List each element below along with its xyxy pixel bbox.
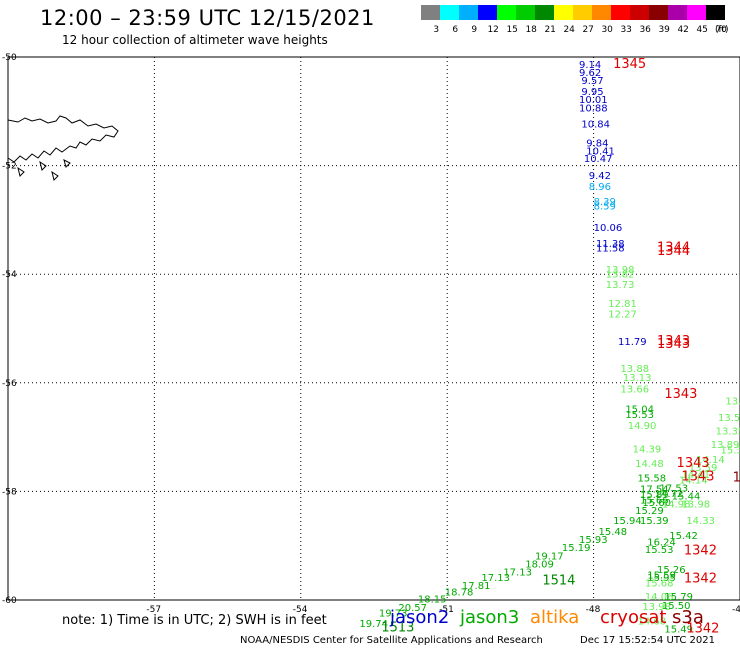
- pass-time-label: 121: [733, 471, 740, 486]
- wave-height-value: 11.79: [618, 337, 647, 348]
- falkland-coastline: [8, 116, 118, 162]
- pass-time-label: 1342: [684, 572, 717, 587]
- satellite-name: jason3: [460, 607, 519, 628]
- credit-text: NOAA/NESDIS Center for Satellite Applica…: [240, 635, 543, 646]
- wave-height-value: 15.39: [640, 516, 669, 527]
- wave-height-value: 15.19: [562, 543, 591, 554]
- timestamp-text: Dec 17 15:52:54 UTC 2021: [580, 635, 715, 646]
- wave-height-value: 14.39: [633, 444, 662, 455]
- wave-height-value: 13.59: [718, 413, 740, 424]
- satellite-name: jason2: [390, 607, 449, 628]
- wave-height-value: 15.53: [625, 410, 654, 421]
- wave-height-value: 14.90: [628, 421, 657, 432]
- pass-time-label: 1344: [657, 244, 690, 259]
- wave-height-value: 10.84: [581, 120, 610, 131]
- wave-height-value: 10.47: [584, 154, 613, 165]
- wave-height-value: 8.59: [594, 202, 616, 213]
- wave-height-value: 15.53: [645, 545, 674, 556]
- wave-height-value: 10.06: [594, 223, 623, 234]
- wave-height-value: 9.42: [589, 171, 611, 182]
- wave-height-value: 13.66: [620, 385, 649, 396]
- wave-height-value: 12.27: [608, 310, 637, 321]
- wave-height-value: 9.57: [581, 76, 603, 87]
- wave-height-value: 10.88: [579, 103, 608, 114]
- coast-islets: [18, 160, 70, 180]
- lat-label: -50: [2, 53, 17, 63]
- pass-time-label: 1343: [664, 387, 697, 402]
- wave-height-value: 18.78: [445, 588, 474, 599]
- note-text: note: 1) Time is in UTC; 2) SWH is in fe…: [62, 613, 327, 628]
- satellite-name: cryosat: [600, 607, 666, 628]
- lat-label: -52: [2, 162, 17, 172]
- wave-height-value: 13.73: [606, 280, 635, 291]
- pass-time-label: 1342: [684, 543, 717, 558]
- wave-height-value: 8.96: [589, 182, 611, 193]
- wave-height-value: 13.98: [681, 500, 710, 511]
- wave-height-value: 14.33: [686, 516, 715, 527]
- wave-height-value: 13.39: [725, 397, 740, 408]
- satellite-name: altika: [530, 607, 579, 628]
- wave-height-value: 11.58: [596, 243, 625, 254]
- pass-time-label: 1343: [681, 470, 714, 485]
- pass-time-label: 1343: [657, 337, 690, 352]
- lat-label: -58: [2, 487, 17, 497]
- pass-time-label: 1514: [542, 573, 575, 588]
- wave-height-value: 15.68: [645, 578, 674, 589]
- wave-height-value: 14.48: [635, 459, 664, 470]
- lon-label: -45: [732, 605, 740, 615]
- pass-time-label: 1345: [613, 57, 646, 72]
- lon-label: -48: [586, 605, 601, 615]
- lat-label: -56: [2, 379, 17, 389]
- lat-label: -54: [2, 270, 17, 280]
- lat-label: -60: [2, 596, 17, 606]
- satellite-name: s3a: [672, 607, 704, 628]
- wave-height-value: 12.81: [608, 299, 637, 310]
- wave-height-value: 13.13: [623, 373, 652, 384]
- wave-height-value: 15.94: [613, 516, 642, 527]
- wave-height-value: 13.35: [716, 426, 740, 437]
